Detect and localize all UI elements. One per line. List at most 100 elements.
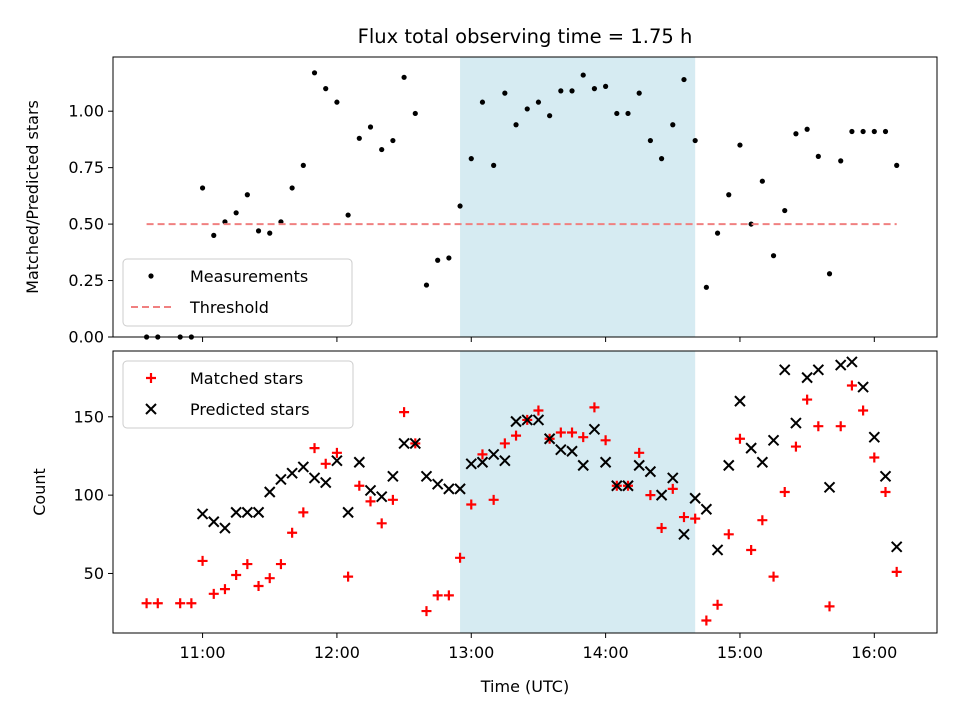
matched-star-point (376, 518, 387, 529)
predicted-star-point (734, 395, 746, 407)
predicted-star-point (555, 443, 567, 456)
measurement-point (513, 122, 519, 128)
predicted-star-point (275, 473, 287, 486)
measurement-point (345, 212, 351, 218)
measurement-point (636, 90, 642, 96)
matched-star-point (298, 507, 309, 518)
measurement-point (311, 70, 318, 76)
measurement-point (614, 110, 620, 117)
measurement-point (569, 88, 575, 94)
matched-star-point (488, 494, 499, 505)
y-axis-label: Count (30, 468, 49, 516)
matched-star-point (678, 512, 689, 523)
axes-frame (112, 56, 938, 338)
matched-star-point (354, 480, 365, 491)
measurement-point (547, 113, 553, 119)
measurement-point (502, 90, 508, 96)
predicted-star-point (588, 423, 601, 436)
measurement-point (356, 135, 362, 141)
matched-star-point (734, 433, 745, 444)
matched-star-point (387, 494, 398, 505)
matched-star-point (466, 499, 477, 510)
matched-star-point (343, 571, 354, 582)
measurement-point (367, 124, 374, 130)
matched-star-point (477, 449, 488, 460)
matched-star-point (152, 598, 163, 609)
measurement-point (647, 137, 653, 144)
matched-star-point (208, 588, 219, 599)
legend-marker-predicted (145, 403, 157, 415)
predicted-star-point (230, 506, 242, 519)
x-tick-label: 15:00 (717, 643, 763, 662)
matched-star-point (701, 615, 712, 626)
measurement-point (289, 185, 295, 191)
matched-star-point (275, 559, 286, 570)
matched-star-point (320, 458, 331, 469)
measurement-point (759, 178, 765, 184)
measurement-point (412, 110, 418, 117)
measurement-point (804, 126, 810, 132)
matched-star-point (186, 598, 197, 609)
predicted-star-point (812, 364, 825, 376)
predicted-star-point (745, 442, 757, 454)
matched-star-point (331, 447, 342, 458)
y-tick-label: 0.75 (68, 158, 104, 177)
measurement-point (233, 210, 239, 216)
measurement-point (379, 146, 385, 153)
x-tick-label: 13:00 (448, 643, 494, 662)
matched-star-point (197, 555, 208, 566)
measurement-point (860, 128, 866, 135)
measurement-point (670, 122, 676, 128)
predicted-star-point (476, 456, 489, 468)
predicted-star-point (387, 470, 399, 483)
measurement-point (524, 106, 530, 112)
matched-star-point (219, 584, 230, 595)
predicted-star-point (756, 456, 769, 468)
shaded-span (460, 57, 696, 337)
predicted-star-point (308, 472, 321, 484)
predicted-star-point (868, 431, 881, 443)
matched-star-point (365, 496, 376, 507)
predicted-star-point (835, 359, 847, 371)
measurement-point (815, 153, 821, 159)
predicted-star-point (208, 516, 220, 528)
matched-star-point (141, 598, 152, 609)
predicted-star-point (331, 454, 343, 467)
predicted-star-point (499, 454, 511, 467)
matched-star-point (455, 552, 466, 563)
measurement-point (401, 74, 407, 80)
top-panel: 0.00 0.25 0.50 0.75 1.00 Matched/Predicted st… (23, 56, 938, 347)
y-tick-label: 100 (73, 486, 104, 505)
measurement-point (849, 128, 855, 135)
predicted-star-point (622, 480, 634, 492)
legend-box (122, 258, 353, 327)
legend-box (122, 360, 354, 429)
matched-star-point (869, 452, 880, 463)
shaded-span (460, 351, 696, 633)
matched-star-point (746, 544, 757, 555)
predicted-star-point (655, 489, 668, 501)
predicted-star-point (611, 480, 623, 492)
measurement-point (423, 282, 430, 288)
matched-star-point (432, 590, 443, 601)
measurement-point (457, 203, 463, 209)
predicted-star-point (398, 437, 410, 450)
axes-frame (112, 350, 938, 634)
chart-title: Flux total observing time = 1.75 h (358, 25, 693, 48)
predicted-star-point (879, 470, 892, 483)
matched-star-point (175, 598, 186, 609)
matched-star-point (656, 523, 667, 534)
predicted-star-point (790, 417, 802, 429)
x-tick-label: 12:00 (314, 643, 360, 662)
matched-star-point (499, 438, 510, 449)
matched-star-point (399, 407, 410, 418)
measurement-point (199, 185, 206, 191)
matched-star-point (846, 380, 857, 391)
measurement-point (300, 162, 306, 168)
matched-star-point (634, 447, 645, 458)
bottom-panel: 11:00 12:00 13:00 14:00 15:00 16:00 50 100 150 Co… (30, 350, 938, 662)
predicted-star-point (465, 458, 477, 470)
predicted-star-point (196, 508, 209, 520)
predicted-star-point (711, 544, 724, 556)
